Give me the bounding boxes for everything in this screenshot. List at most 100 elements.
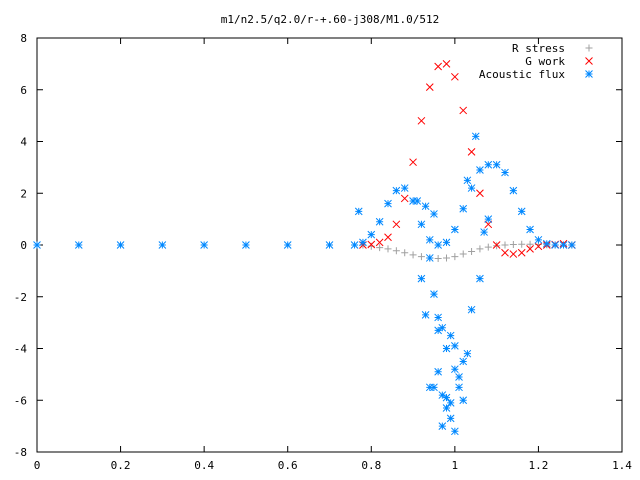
acoustic-flux-point xyxy=(417,274,426,283)
x-tick-label: 1 xyxy=(452,459,459,472)
series-g-work xyxy=(359,60,576,258)
g-work-point xyxy=(509,250,518,258)
acoustic-flux-point xyxy=(392,186,401,195)
legend-label: Acoustic flux xyxy=(479,68,565,81)
r-stress-point xyxy=(459,250,467,258)
acoustic-flux-point xyxy=(434,367,442,376)
acoustic-flux-point xyxy=(116,241,125,249)
r-stress-point xyxy=(376,244,384,252)
acoustic-flux-point xyxy=(325,241,334,249)
acoustic-flux-point xyxy=(425,235,434,244)
g-work-point xyxy=(425,83,434,92)
acoustic-flux-point xyxy=(434,313,442,322)
y-tick-label: -8 xyxy=(14,446,27,459)
acoustic-flux-point xyxy=(451,225,459,234)
acoustic-flux-point xyxy=(74,241,83,249)
chart-title: m1/n2.5/q2.0/r-+.60-j308/M1.0/512 xyxy=(221,13,440,26)
acoustic-flux-point xyxy=(354,207,363,216)
g-work-point xyxy=(526,245,534,253)
acoustic-flux-point xyxy=(375,217,384,226)
g-work-point xyxy=(459,106,468,115)
acoustic-flux-point xyxy=(446,398,455,407)
y-tick-label: 6 xyxy=(20,84,27,97)
acoustic-flux-point xyxy=(434,326,442,335)
r-stress-point xyxy=(468,247,476,255)
acoustic-flux-point xyxy=(283,241,292,249)
acoustic-flux-point xyxy=(459,357,468,366)
acoustic-flux-point xyxy=(484,215,493,223)
r-stress-point xyxy=(509,240,517,248)
g-work-point xyxy=(534,242,543,251)
acoustic-flux-point xyxy=(367,230,376,239)
acoustic-flux-point xyxy=(430,290,438,299)
g-work-point xyxy=(492,241,501,249)
acoustic-flux-point xyxy=(417,220,426,229)
acoustic-flux-point xyxy=(430,383,438,392)
x-tick-label: 0.8 xyxy=(361,459,381,472)
x-tick-label: 0.2 xyxy=(111,459,131,472)
acoustic-flux-point xyxy=(501,168,509,177)
r-stress-point xyxy=(417,253,425,261)
x-tick-label: 0 xyxy=(34,459,41,472)
tick-labels: 0 0.2 0.4 0.6 0.8 1 1.2 1.4 8 6 4 2 0 -2 -4 -6 -8 xyxy=(14,32,633,472)
acoustic-flux-point xyxy=(200,241,208,249)
y-tick-label: -2 xyxy=(14,291,27,304)
acoustic-flux-point xyxy=(442,344,451,353)
acoustic-flux-point xyxy=(421,202,430,211)
acoustic-flux-point xyxy=(446,331,455,340)
acoustic-flux-point xyxy=(425,383,434,392)
acoustic-flux-point xyxy=(438,391,447,399)
r-stress-point xyxy=(484,243,492,251)
g-work-point xyxy=(476,189,484,198)
acoustic-flux-point xyxy=(446,414,455,423)
x-tick-label: 0.4 xyxy=(194,459,214,472)
g-work-point xyxy=(501,248,509,257)
acoustic-flux-point xyxy=(413,197,422,205)
legend-marker xyxy=(585,57,593,65)
r-stress-point xyxy=(493,242,501,250)
y-tick-label: 2 xyxy=(20,187,27,200)
acoustic-flux-point xyxy=(359,238,367,247)
x-tick-label: 1.4 xyxy=(612,459,632,472)
acoustic-flux-point xyxy=(438,422,447,430)
g-work-point xyxy=(442,60,451,68)
y-tick-label: -4 xyxy=(14,343,28,356)
acoustic-flux-point xyxy=(568,241,576,249)
acoustic-flux-point xyxy=(463,176,472,185)
acoustic-flux-point xyxy=(534,235,543,244)
acoustic-flux-point xyxy=(459,204,468,213)
acoustic-flux-point xyxy=(471,132,480,141)
acoustic-flux-point xyxy=(484,160,493,169)
g-work-point xyxy=(434,62,442,71)
g-work-point xyxy=(384,233,392,242)
acoustic-flux-point xyxy=(451,427,459,436)
series-acoustic-flux xyxy=(33,132,576,436)
r-stress-point xyxy=(443,254,450,262)
y-tick-label: -6 xyxy=(14,394,27,407)
g-work-point xyxy=(409,158,417,167)
g-work-point xyxy=(400,194,409,203)
acoustic-flux-point xyxy=(517,207,526,216)
r-stress-point xyxy=(451,253,459,261)
r-stress-point xyxy=(526,240,534,248)
g-work-point xyxy=(367,240,376,249)
acoustic-flux-point xyxy=(492,160,501,169)
acoustic-flux-point xyxy=(442,404,451,412)
g-work-point xyxy=(417,116,426,125)
acoustic-flux-point xyxy=(430,210,438,218)
acoustic-flux-point xyxy=(409,197,417,205)
acoustic-flux-point xyxy=(442,238,451,247)
acoustic-flux-point xyxy=(242,241,250,249)
legend-label: R stress xyxy=(512,42,565,55)
acoustic-flux-point xyxy=(509,186,518,195)
acoustic-flux-point xyxy=(459,396,468,405)
x-tick-label: 0.6 xyxy=(278,459,298,472)
acoustic-flux-point xyxy=(476,166,484,174)
r-stress-point xyxy=(392,247,400,255)
acoustic-flux-point xyxy=(434,241,442,249)
acoustic-flux-point xyxy=(455,383,463,392)
acoustic-flux-point xyxy=(158,241,167,249)
g-work-point xyxy=(375,238,384,247)
